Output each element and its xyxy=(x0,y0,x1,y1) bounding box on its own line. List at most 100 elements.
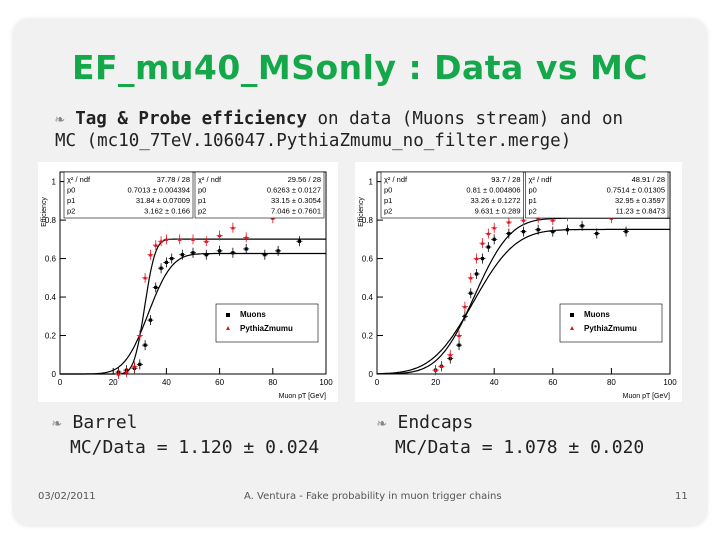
x-tick-label: 40 xyxy=(490,378,499,387)
x-tick-label: 20 xyxy=(109,378,118,387)
fit-param-name: χ² / ndf xyxy=(67,175,91,184)
fit-param-value: 0.81 ± 0.004806 xyxy=(466,186,520,195)
endcaps-plot: 0 0.2 0.4 0.6 0.8 1 0 20 40 60 80 100 Muon pT [GeV] E… xyxy=(355,162,682,402)
data-point xyxy=(191,251,195,255)
mc-point xyxy=(143,275,148,280)
mc-point xyxy=(217,233,222,238)
fit-param-value: 93.7 / 28 xyxy=(491,175,520,184)
legend-marker xyxy=(226,313,230,317)
fit-param-value: 29.56 / 28 xyxy=(288,175,321,184)
y-tick-label: 0.8 xyxy=(45,216,57,225)
y-tick-label: 0.6 xyxy=(45,255,57,264)
legend-marker xyxy=(226,326,230,330)
x-tick-label: 20 xyxy=(431,378,440,387)
data-point xyxy=(148,318,153,322)
mc-point xyxy=(204,239,209,243)
mc-point xyxy=(159,239,164,243)
subtitle-bold: Tag & Probe efficiency xyxy=(75,109,307,129)
barrel-block: ❧ Barrel MC/Data = 1.120 ± 0.024 xyxy=(52,410,319,460)
y-axis-label: Efficiency xyxy=(41,197,48,227)
footer-date: 03/02/2011 xyxy=(38,491,96,502)
x-tick-label: 100 xyxy=(319,378,333,387)
data-point xyxy=(486,245,490,249)
mc-point xyxy=(191,237,195,241)
mc-point xyxy=(492,225,497,230)
mc-point xyxy=(148,252,153,257)
fit-curve xyxy=(376,228,670,375)
mc-point xyxy=(153,242,158,247)
legend-marker xyxy=(570,326,574,330)
y-tick-label: 0.2 xyxy=(45,332,57,341)
y-tick-label: 0.2 xyxy=(362,332,374,341)
data-point xyxy=(595,231,599,236)
mc-point xyxy=(439,364,444,368)
mc-point xyxy=(448,352,453,357)
data-point xyxy=(463,314,467,318)
data-point xyxy=(297,239,301,243)
data-point xyxy=(565,228,570,232)
mc-point xyxy=(468,275,473,280)
barrel-ratio: MC/Data = 1.120 ± 0.024 xyxy=(70,437,320,458)
mc-point xyxy=(521,217,526,222)
data-point xyxy=(480,256,485,261)
fit-param-value: 0.6263 ± 0.0127 xyxy=(267,186,321,195)
footer-center: A. Ventura - Fake probability in muon tr… xyxy=(244,491,502,502)
fit-box xyxy=(63,171,194,219)
data-point xyxy=(244,247,248,251)
fit-box xyxy=(525,171,669,219)
legend-label: Muons xyxy=(240,310,266,319)
data-point xyxy=(164,260,168,265)
y-tick-label: 1 xyxy=(52,178,57,187)
fit-box xyxy=(380,171,524,219)
mc-point xyxy=(132,364,137,368)
data-point xyxy=(170,256,174,261)
subtitle-rest: on data (Muons stream) and on xyxy=(306,109,624,129)
data-point xyxy=(276,249,280,253)
bullet-icon: ❧ xyxy=(52,413,62,432)
mc-point xyxy=(550,217,555,222)
data-point xyxy=(218,249,222,253)
footer-page: 11 xyxy=(675,491,688,502)
data-point xyxy=(159,266,163,270)
data-point xyxy=(180,253,184,257)
legend-box xyxy=(559,303,663,343)
data-point xyxy=(204,253,208,257)
fit-param-value: 48.91 / 28 xyxy=(632,175,665,184)
data-point xyxy=(521,230,526,234)
fit-param-value: 32.95 ± 0.3597 xyxy=(615,196,665,205)
fit-param-name: p0 xyxy=(67,186,75,195)
mc-point xyxy=(177,237,182,241)
y-axis-label: Efficiency xyxy=(358,197,365,227)
fit-param-value: 31.84 ± 0.07009 xyxy=(136,196,190,205)
fit-param-value: 0.7514 ± 0.01305 xyxy=(607,186,665,195)
fit-param-value: 11.23 ± 0.8473 xyxy=(616,207,665,216)
barrel-chart: 0 0.2 0.4 0.6 0.8 1 0 20 40 60 80 100 Muon pT [GeV] E… xyxy=(41,171,333,400)
mc-point xyxy=(116,371,121,376)
data-point xyxy=(154,285,158,290)
data-point xyxy=(507,231,511,236)
mc-point xyxy=(433,367,438,372)
data-point xyxy=(231,251,235,255)
mc-point xyxy=(486,231,491,236)
legend-label: Muons xyxy=(584,310,610,319)
mc-point xyxy=(480,240,485,245)
barrel-label: Barrel xyxy=(72,412,138,433)
data-point xyxy=(469,291,473,295)
endcaps-block: ❧ Endcaps MC/Data = 1.078 ± 0.020 xyxy=(377,410,644,460)
fit-param-value: 9.631 ± 0.289 xyxy=(475,207,521,216)
fit-param-value: 3.162 ± 0.166 xyxy=(144,207,190,216)
mc-point xyxy=(474,256,479,261)
subtitle-bullet: ❧ Tag & Probe efficiency on data (Muons … xyxy=(55,108,695,152)
x-axis-label: Muon pT [GeV] xyxy=(279,393,326,400)
y-tick-label: 0.6 xyxy=(362,255,374,264)
fit-box xyxy=(194,171,325,219)
fit-param-name: χ² / ndf xyxy=(529,175,553,184)
x-tick-label: 80 xyxy=(607,378,616,387)
bullet-icon: ❧ xyxy=(377,413,387,432)
fit-param-name: p1 xyxy=(384,196,392,205)
fit-param-name: p2 xyxy=(67,207,75,216)
x-tick-label: 0 xyxy=(58,378,63,387)
fit-param-name: p0 xyxy=(384,186,392,195)
data-point xyxy=(138,362,142,366)
y-tick-label: 0.8 xyxy=(362,216,374,225)
